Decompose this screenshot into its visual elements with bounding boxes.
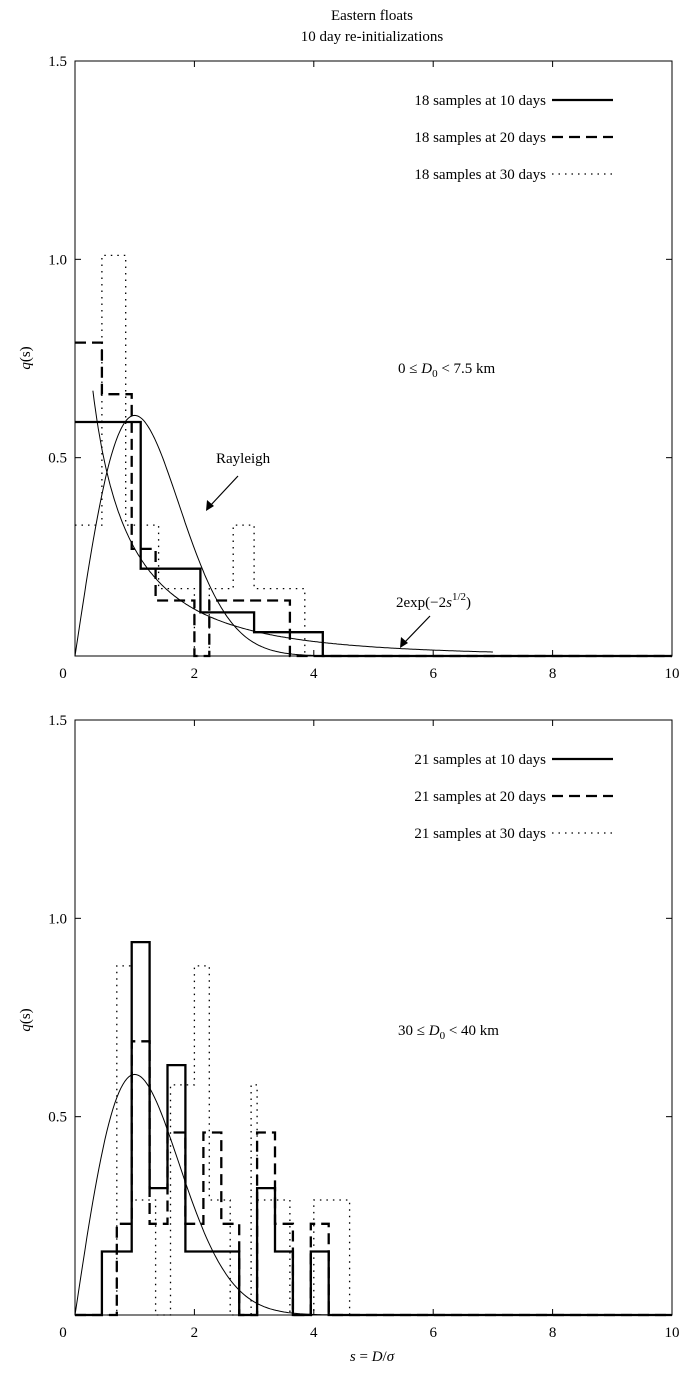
y-tick-label: 1.5 [48, 713, 67, 729]
legend-label: 21 samples at 30 days [414, 826, 546, 842]
legend-label: 21 samples at 10 days [414, 752, 546, 768]
exp-arrow-head [400, 637, 408, 648]
bottom-y-axis-label: q(s) [18, 1008, 34, 1031]
x-tick-label: 10 [665, 1325, 680, 1341]
top-plot-frame [74, 60, 673, 657]
top-panel: 0 2 4 6 8 100.51.01.5 18 samples at 10 days18… [18, 54, 680, 682]
bottom-range-annotation: 30 ≤ D0 < 40 km [398, 1023, 499, 1042]
x-tick-label: 2 [191, 666, 199, 682]
legend-label: 18 samples at 10 days [414, 93, 546, 109]
bottom-reference-curves [74, 1073, 672, 1316]
x-tick-label-0: 0 [59, 666, 67, 682]
histogram-dotted [75, 965, 672, 1316]
histogram-solid [75, 940, 672, 1317]
curve-rayleigh [74, 1073, 672, 1316]
histogram-dashed [75, 341, 672, 658]
x-tick-label: 8 [549, 1325, 557, 1341]
exp-curve-label: 2exp(−2s1/2) [396, 591, 471, 611]
histogram-solid [75, 420, 672, 658]
top-axis-ticks: 0 2 4 6 8 10 0.5 1.0 1.5 [48, 54, 679, 682]
y-tick-label: 0.5 [48, 451, 67, 467]
top-legend: 18 samples at 10 days 18 samples at 20 da… [414, 93, 613, 183]
y-tick-label: 0.5 [48, 1110, 67, 1126]
rayleigh-arrow-head [206, 500, 214, 511]
legend-label: 18 samples at 30 days [414, 167, 546, 183]
x-tick-label: 10 [665, 666, 680, 682]
bottom-plot-frame [74, 719, 673, 1316]
curve-rayleigh [74, 414, 493, 657]
x-tick-label: 2 [191, 1325, 199, 1341]
x-tick-label: 6 [429, 1325, 437, 1341]
top-histogram-series [75, 254, 672, 658]
curve-exponential [92, 390, 493, 653]
x-tick-label-0: 0 [59, 1325, 67, 1341]
legend-label: 18 samples at 20 days [414, 130, 546, 146]
y-tick-label: 1.0 [48, 252, 67, 268]
top-range-annotation: 0 ≤ D0 < 7.5 km [398, 361, 496, 380]
bottom-panel: 0 2 4 6 8 100.51.01.5 21 samples at 10 days21… [18, 713, 680, 1365]
figure-title-line2: 10 day re-initializations [301, 29, 444, 45]
y-tick-label: 1.5 [48, 54, 67, 70]
x-tick-label: 8 [549, 666, 557, 682]
exp-arrow-line [403, 615, 431, 644]
rayleigh-arrow-line [209, 475, 239, 507]
bottom-legend: 21 samples at 10 days 21 samples at 20 da… [414, 752, 613, 842]
top-reference-curves [74, 390, 493, 657]
x-tick-label: 4 [310, 666, 318, 682]
y-tick-label: 1.0 [48, 911, 67, 927]
x-tick-label: 4 [310, 1325, 318, 1341]
histogram-dashed [75, 1040, 672, 1317]
x-tick-label: 6 [429, 666, 437, 682]
bottom-axis-ticks: 0 2 4 6 8 10 0.5 1.0 1.5 [48, 713, 679, 1341]
legend-label: 21 samples at 20 days [414, 789, 546, 805]
bottom-x-axis-label: s = D/σ [350, 1349, 395, 1365]
figure-title-line1: Eastern floats [331, 8, 413, 24]
rayleigh-label: Rayleigh [216, 451, 271, 467]
top-y-axis-label: q(s) [18, 346, 34, 369]
histogram-dotted [75, 254, 672, 657]
bottom-histogram-series [75, 940, 672, 1317]
